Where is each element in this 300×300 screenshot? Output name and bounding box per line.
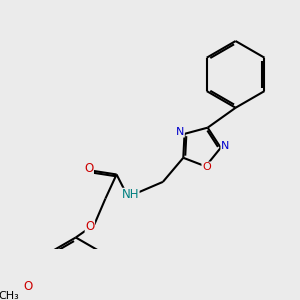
Text: N: N bbox=[176, 127, 184, 137]
Text: O: O bbox=[85, 220, 94, 233]
Text: CH₃: CH₃ bbox=[0, 291, 19, 300]
Text: O: O bbox=[202, 162, 211, 172]
Text: O: O bbox=[84, 162, 93, 176]
Text: O: O bbox=[23, 280, 32, 292]
Text: N: N bbox=[221, 141, 230, 151]
Text: NH: NH bbox=[122, 188, 139, 201]
